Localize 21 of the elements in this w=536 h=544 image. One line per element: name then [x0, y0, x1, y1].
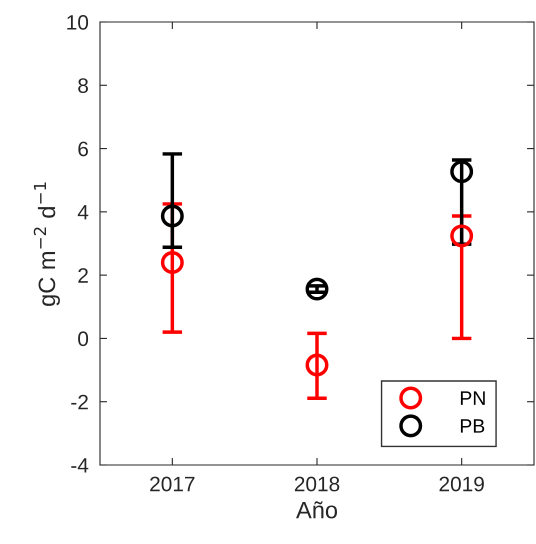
y-tick-label: -2	[71, 394, 88, 410]
point	[160, 251, 184, 274]
y-tick-label: 8	[78, 78, 88, 94]
y-tick-label: -4	[71, 458, 88, 473]
y-tick-label: 10	[67, 15, 88, 30]
point	[306, 278, 328, 301]
x-tick-label: 2017	[150, 476, 194, 492]
y-tick-label: 2	[78, 268, 88, 283]
point	[306, 354, 328, 376]
point	[450, 160, 474, 184]
x-axis-title: Año	[296, 501, 338, 518]
x-tick-label: 2018	[294, 476, 340, 492]
y-tick-label: 6	[78, 142, 88, 156]
legend-label: PB	[460, 419, 484, 433]
x-tick-label: 2019	[440, 476, 484, 492]
y-axis-title: gC m$^{−2}$ d$^{−1}$	[34, 182, 60, 306]
y-tick-label: 0	[78, 331, 88, 346]
legend-label: PN	[460, 391, 485, 405]
y-tick-label: 4	[78, 205, 88, 220]
point	[450, 224, 474, 248]
point	[160, 204, 184, 228]
